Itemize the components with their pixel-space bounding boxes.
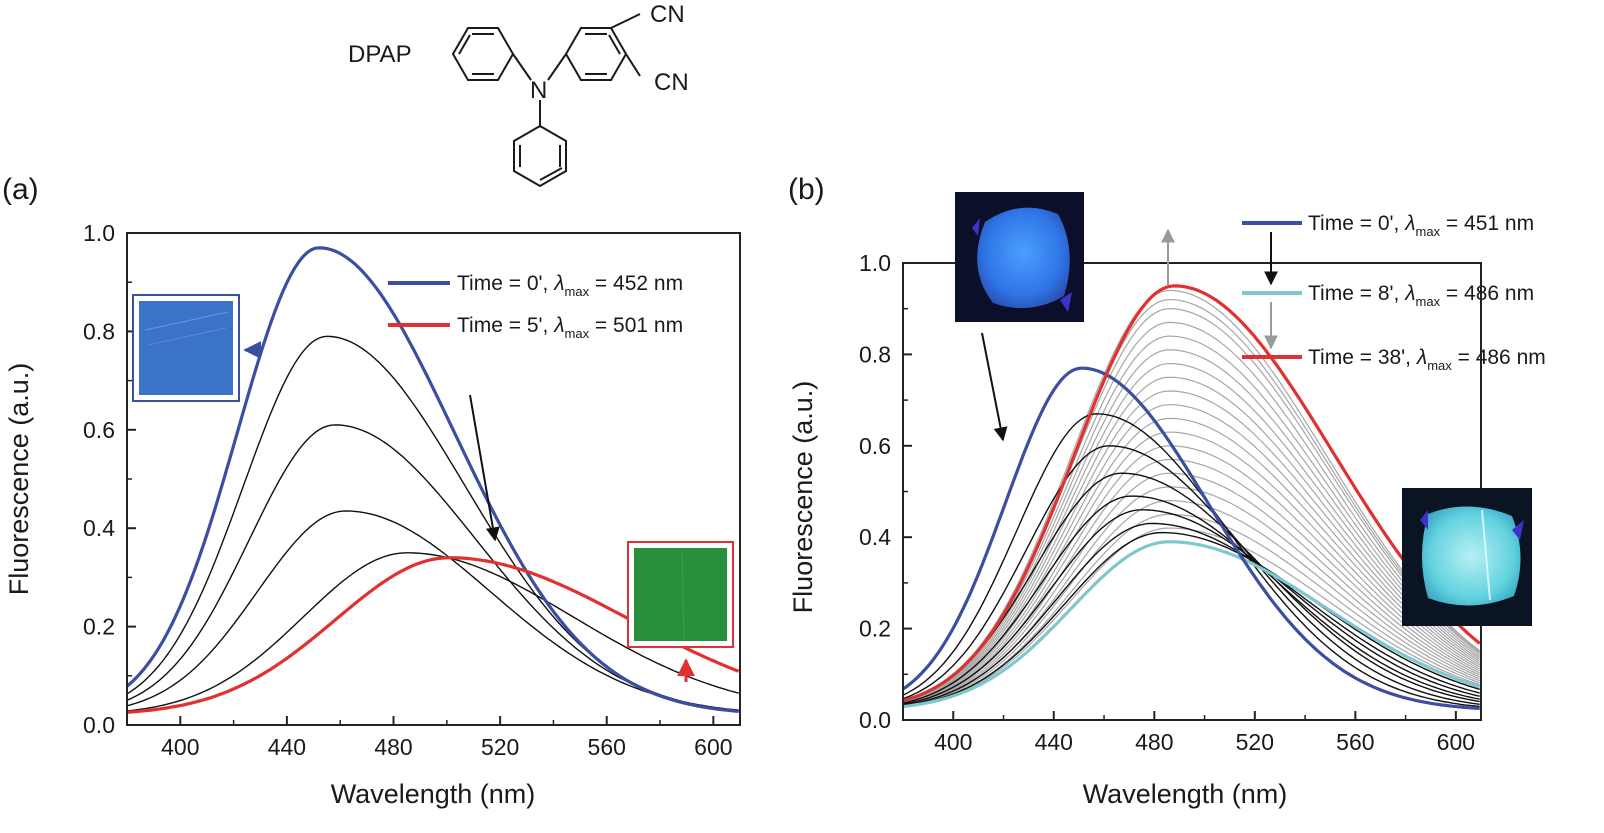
panel-a-y-ticks: 0.0 0.2 0.4 0.6 0.8 1.0 [83,220,136,738]
panel-a-label: (a) [2,173,39,206]
x-tick-label: 600 [1437,729,1475,755]
group-cn-top: CN [650,1,685,28]
panel-a-legend-label-1: Time = 5', λmax = 501 nm [457,314,683,341]
panel-a-legend-label-0: Time = 0', λmax = 452 nm [457,272,683,299]
spectrum-series-21 [902,362,1481,703]
spectrum-series-0 [902,366,1480,710]
spectrum-series-17 [902,417,1480,705]
panel-b-y-axis-title: Fluorescence (a.u.) [788,381,818,614]
panel-a-x-ticks: 400 440 480 520 560 600 [161,716,733,760]
spectrum-series-27 [902,289,1481,701]
spectrum-series-5 [902,509,1480,706]
spectrum-series-3 [126,510,739,711]
y-tick-label: 0.6 [859,433,891,459]
panel-a-legend: Time = 0', λmax = 452 nm Time = 5', λmax… [388,272,683,341]
spectrum-series-4 [902,495,1480,704]
spectrum-series-6 [902,522,1480,707]
panel-a-blue-film-photo [132,294,240,402]
spectrum-series-7 [902,531,1480,707]
x-tick-label: 520 [1236,729,1274,755]
panel-b-series [902,284,1481,710]
panel-b-cyan-film-photo [1402,488,1532,626]
group-cn-bottom: CN [654,69,689,96]
panel-b: (b) 400 440 480 520 560 600 0.0 0.2 0.4 0.6 0.8 1.… [788,173,1546,809]
spectrum-series-11 [902,499,1480,707]
spectrum-series-14 [902,458,1480,706]
x-tick-label: 600 [694,734,732,760]
x-tick-label: 560 [1336,729,1374,755]
panel-b-blue-film-photo [955,192,1084,322]
y-tick-label: 0.2 [859,616,891,642]
panel-b-y-ticks: 0.0 0.2 0.4 0.6 0.8 1.0 [859,250,912,733]
panel-a-trend-arrow [469,394,500,542]
spectrum-series-18 [902,404,1480,704]
panel-b-x-axis-title: Wavelength (nm) [1083,779,1288,809]
spectrum-series-2 [902,445,1480,705]
panel-b-x-ticks: 400 440 480 520 560 600 [934,711,1475,755]
panel-a-green-film-photo [627,541,734,648]
panel-b-legend-label-1: Time = 8', λmax = 486 nm [1308,282,1534,309]
x-tick-label: 560 [588,734,626,760]
spectrum-series-3 [902,472,1480,703]
x-tick-label: 400 [934,729,972,755]
spectrum-series-4 [126,552,739,712]
spectrum-series-20 [902,376,1481,704]
x-tick-label: 400 [161,734,199,760]
y-tick-label: 0.2 [83,614,115,640]
x-tick-label: 440 [268,734,306,760]
panel-a-x-axis-title: Wavelength (nm) [331,779,536,809]
x-tick-label: 440 [1035,729,1073,755]
spectrum-series-28 [902,284,1481,703]
y-tick-label: 0.8 [859,341,891,367]
y-tick-label: 0.4 [83,515,115,541]
y-tick-label: 1.0 [83,220,115,246]
spectrum-series-23 [902,335,1481,703]
spectrum-series-8 [902,540,1481,709]
panel-b-legend: Time = 0', λmax = 451 nm Time = 8', λmax… [1242,212,1546,373]
spectrum-series-0 [125,246,739,713]
x-tick-label: 480 [1135,729,1173,755]
x-tick-label: 520 [481,734,519,760]
dpap-structure: DPAP N CN CN [348,1,689,188]
y-tick-label: 0.0 [83,712,115,738]
compound-name: DPAP [348,41,412,68]
spectrum-series-16 [902,431,1480,705]
y-tick-label: 0.4 [859,524,891,550]
panel-b-legend-label-2: Time = 38', λmax = 486 nm [1308,346,1546,373]
y-tick-label: 0.8 [83,318,115,344]
spectrum-series-1 [902,413,1480,708]
atom-n: N [530,77,547,104]
y-tick-label: 0.6 [83,417,115,443]
y-tick-label: 0.0 [859,707,891,733]
panel-b-label: (b) [788,173,825,206]
spectrum-series-10 [902,513,1480,707]
y-tick-label: 1.0 [859,250,891,276]
spectrum-series-22 [902,349,1481,703]
panel-a-y-axis-title: Fluorescence (a.u.) [4,363,34,596]
x-tick-label: 480 [374,734,412,760]
panel-a: (a) 400 440 480 520 560 600 0.0 0.2 0.4 0.6 0.8 1.… [2,173,741,809]
panel-b-legend-label-0: Time = 0', λmax = 451 nm [1308,212,1534,239]
panel-b-decay-arrow [981,332,1008,442]
